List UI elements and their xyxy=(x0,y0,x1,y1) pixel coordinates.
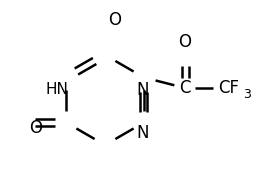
Text: 3: 3 xyxy=(243,89,251,102)
Text: O: O xyxy=(29,119,43,137)
Text: CF: CF xyxy=(218,79,239,97)
Text: N: N xyxy=(137,81,149,99)
Text: C: C xyxy=(179,79,191,97)
Text: HN: HN xyxy=(45,83,68,98)
Text: O: O xyxy=(179,33,192,51)
Text: O: O xyxy=(109,11,122,29)
Text: N: N xyxy=(137,124,149,142)
